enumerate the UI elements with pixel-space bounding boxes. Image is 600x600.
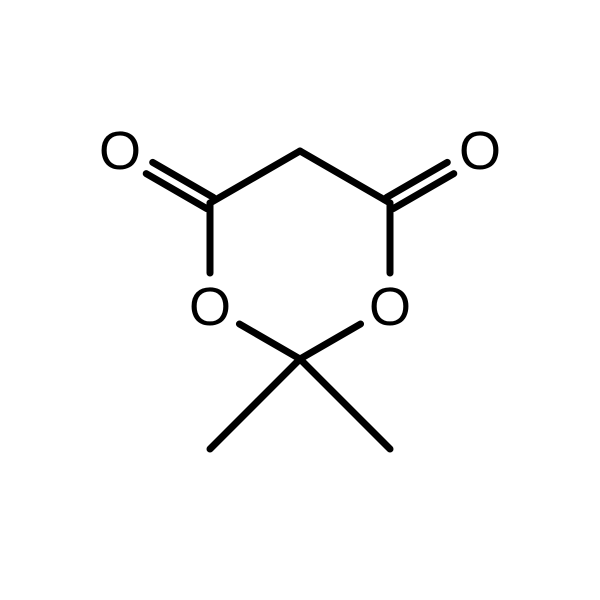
molecule-diagram: O O O O [0,0,600,600]
atom-label-O_ur: O [459,121,501,181]
atom-label-O_ll: O [189,277,231,337]
atom-label-O_lr: O [369,277,411,337]
diagram-background [0,0,600,600]
atom-label-O_ul: O [99,121,141,181]
